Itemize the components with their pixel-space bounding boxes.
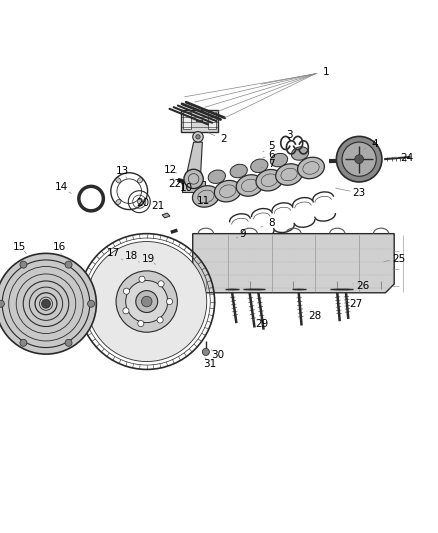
Ellipse shape	[208, 170, 226, 183]
Circle shape	[65, 340, 72, 346]
Ellipse shape	[112, 266, 126, 281]
Text: 21: 21	[151, 201, 164, 211]
Text: 24: 24	[401, 153, 414, 163]
Circle shape	[158, 281, 164, 287]
Text: 1: 1	[323, 67, 330, 77]
Ellipse shape	[99, 296, 116, 307]
Text: 20: 20	[136, 198, 149, 208]
Text: 17: 17	[107, 248, 120, 259]
Ellipse shape	[291, 147, 309, 160]
Text: 15: 15	[13, 242, 26, 252]
Circle shape	[20, 340, 27, 346]
Text: 8: 8	[268, 217, 275, 228]
Circle shape	[126, 280, 168, 322]
Circle shape	[88, 300, 95, 307]
Text: 4: 4	[371, 139, 378, 149]
Polygon shape	[162, 213, 170, 218]
Circle shape	[42, 300, 50, 308]
Text: 16: 16	[53, 242, 66, 252]
Circle shape	[202, 349, 209, 356]
Text: 13: 13	[116, 166, 129, 176]
Circle shape	[123, 308, 129, 314]
Text: 23: 23	[353, 188, 366, 198]
Text: 28: 28	[309, 311, 322, 320]
Ellipse shape	[256, 169, 283, 191]
Circle shape	[20, 261, 27, 268]
Ellipse shape	[230, 164, 247, 177]
Circle shape	[0, 300, 4, 307]
Circle shape	[184, 169, 203, 189]
Ellipse shape	[192, 185, 219, 207]
Polygon shape	[187, 142, 202, 174]
Circle shape	[355, 155, 364, 164]
Ellipse shape	[297, 157, 325, 179]
Ellipse shape	[116, 177, 121, 183]
Polygon shape	[182, 181, 205, 192]
Circle shape	[166, 298, 173, 304]
Ellipse shape	[168, 322, 182, 336]
Circle shape	[196, 135, 200, 139]
Text: 29: 29	[255, 319, 268, 329]
Circle shape	[124, 288, 130, 294]
Text: 27: 27	[349, 298, 362, 309]
Text: 18: 18	[125, 251, 138, 261]
Circle shape	[141, 296, 152, 307]
Circle shape	[65, 261, 72, 268]
Ellipse shape	[276, 164, 303, 185]
Text: 3: 3	[286, 130, 293, 140]
Circle shape	[87, 241, 207, 361]
Polygon shape	[193, 233, 394, 293]
Text: 10: 10	[180, 183, 193, 192]
Circle shape	[139, 276, 145, 282]
Bar	[177, 179, 189, 184]
Bar	[183, 112, 191, 130]
Circle shape	[116, 271, 177, 332]
Text: 26: 26	[356, 281, 369, 291]
Circle shape	[336, 136, 382, 182]
Ellipse shape	[138, 177, 143, 183]
Circle shape	[193, 132, 203, 142]
Bar	[180, 110, 218, 132]
Ellipse shape	[141, 254, 152, 270]
Ellipse shape	[214, 180, 241, 202]
Text: 11: 11	[197, 196, 210, 206]
Text: 31: 31	[204, 359, 217, 369]
Circle shape	[136, 290, 158, 312]
Ellipse shape	[141, 333, 152, 349]
Text: 25: 25	[392, 254, 405, 264]
Text: 22: 22	[169, 179, 182, 189]
Text: 5: 5	[268, 141, 275, 151]
Text: 9: 9	[240, 229, 247, 239]
Text: 7: 7	[268, 159, 275, 168]
Text: 30: 30	[212, 350, 225, 360]
Ellipse shape	[178, 296, 194, 307]
Circle shape	[0, 253, 96, 354]
Bar	[208, 112, 215, 130]
Ellipse shape	[112, 322, 126, 336]
Circle shape	[157, 317, 163, 323]
Text: 14: 14	[55, 182, 68, 192]
Ellipse shape	[138, 199, 143, 205]
Ellipse shape	[116, 199, 121, 205]
Text: 12: 12	[164, 165, 177, 175]
Circle shape	[138, 320, 144, 327]
Ellipse shape	[236, 175, 263, 196]
Text: 6: 6	[268, 150, 275, 160]
Circle shape	[342, 142, 376, 176]
Ellipse shape	[251, 159, 268, 173]
Ellipse shape	[270, 154, 288, 167]
Text: 19: 19	[142, 254, 155, 264]
Ellipse shape	[168, 266, 182, 281]
Text: 2: 2	[220, 134, 227, 144]
